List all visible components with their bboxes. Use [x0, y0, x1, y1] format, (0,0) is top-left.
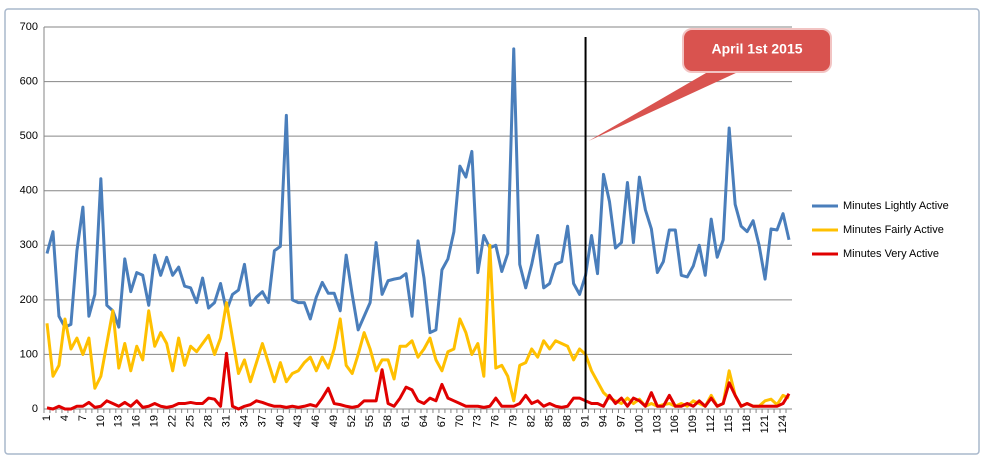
x-tick-label: 22	[167, 415, 179, 427]
x-tick-label: 46	[310, 415, 322, 427]
legend-label: Minutes Very Active	[843, 248, 939, 260]
x-tick-label: 109	[687, 415, 699, 433]
y-tick-label: 0	[32, 403, 38, 415]
x-tick-label: 76	[490, 415, 502, 427]
x-tick-label: 1	[41, 415, 53, 421]
x-tick-label: 19	[149, 415, 161, 427]
x-tick-label: 16	[131, 415, 143, 427]
x-tick-label: 79	[508, 415, 520, 427]
x-tick-label: 106	[669, 415, 681, 433]
x-tick-label: 97	[615, 415, 627, 427]
x-tick-label: 121	[759, 415, 771, 433]
x-tick-label: 118	[741, 415, 753, 433]
x-tick-label: 28	[202, 415, 214, 427]
x-tick-label: 73	[472, 415, 484, 427]
x-tick-label: 4	[59, 415, 71, 421]
x-tick-label: 49	[328, 415, 340, 427]
x-tick-label: 85	[544, 415, 556, 427]
x-tick-label: 70	[454, 415, 466, 427]
x-tick-label: 112	[705, 415, 717, 433]
x-tick-label: 7	[77, 415, 89, 421]
x-tick-label: 61	[400, 415, 412, 427]
x-tick-label: 13	[113, 415, 125, 427]
x-tick-label: 55	[364, 415, 376, 427]
x-tick-label: 103	[651, 415, 663, 433]
x-tick-label: 10	[95, 415, 107, 427]
x-tick-label: 91	[579, 415, 591, 427]
callout-pointer	[588, 62, 738, 141]
x-tick-label: 52	[346, 415, 358, 427]
y-tick-label: 600	[20, 75, 38, 87]
legend-label: Minutes Lightly Active	[843, 200, 949, 212]
series-line	[46, 351, 791, 411]
x-tick-label: 34	[238, 415, 250, 427]
x-tick-label: 64	[418, 415, 430, 427]
x-tick-label: 67	[436, 415, 448, 427]
x-tick-label: 100	[633, 415, 645, 433]
y-tick-label: 400	[20, 185, 38, 197]
annotation: April 1st 2015	[711, 41, 802, 57]
x-tick-label: 43	[292, 415, 304, 427]
x-tick-label: 88	[562, 415, 574, 427]
y-tick-label: 500	[20, 130, 38, 142]
y-tick-label: 200	[20, 294, 38, 306]
chart-frame	[4, 8, 980, 455]
y-tick-label: 700	[20, 21, 38, 33]
x-tick-label: 37	[256, 415, 268, 427]
x-tick-label: 25	[185, 415, 197, 427]
x-tick-label: 40	[274, 415, 286, 427]
callout-box	[682, 28, 832, 73]
series-line	[45, 47, 791, 335]
x-tick-label: 94	[597, 415, 609, 427]
x-tick-label: 31	[220, 415, 232, 427]
y-tick-label: 300	[20, 239, 38, 251]
x-tick-label: 124	[777, 415, 789, 433]
y-tick-label: 100	[20, 348, 38, 360]
x-tick-label: 82	[526, 415, 538, 427]
legend-label: Minutes Fairly Active	[843, 224, 944, 236]
x-tick-label: 58	[382, 415, 394, 427]
x-tick-label: 115	[723, 415, 735, 433]
